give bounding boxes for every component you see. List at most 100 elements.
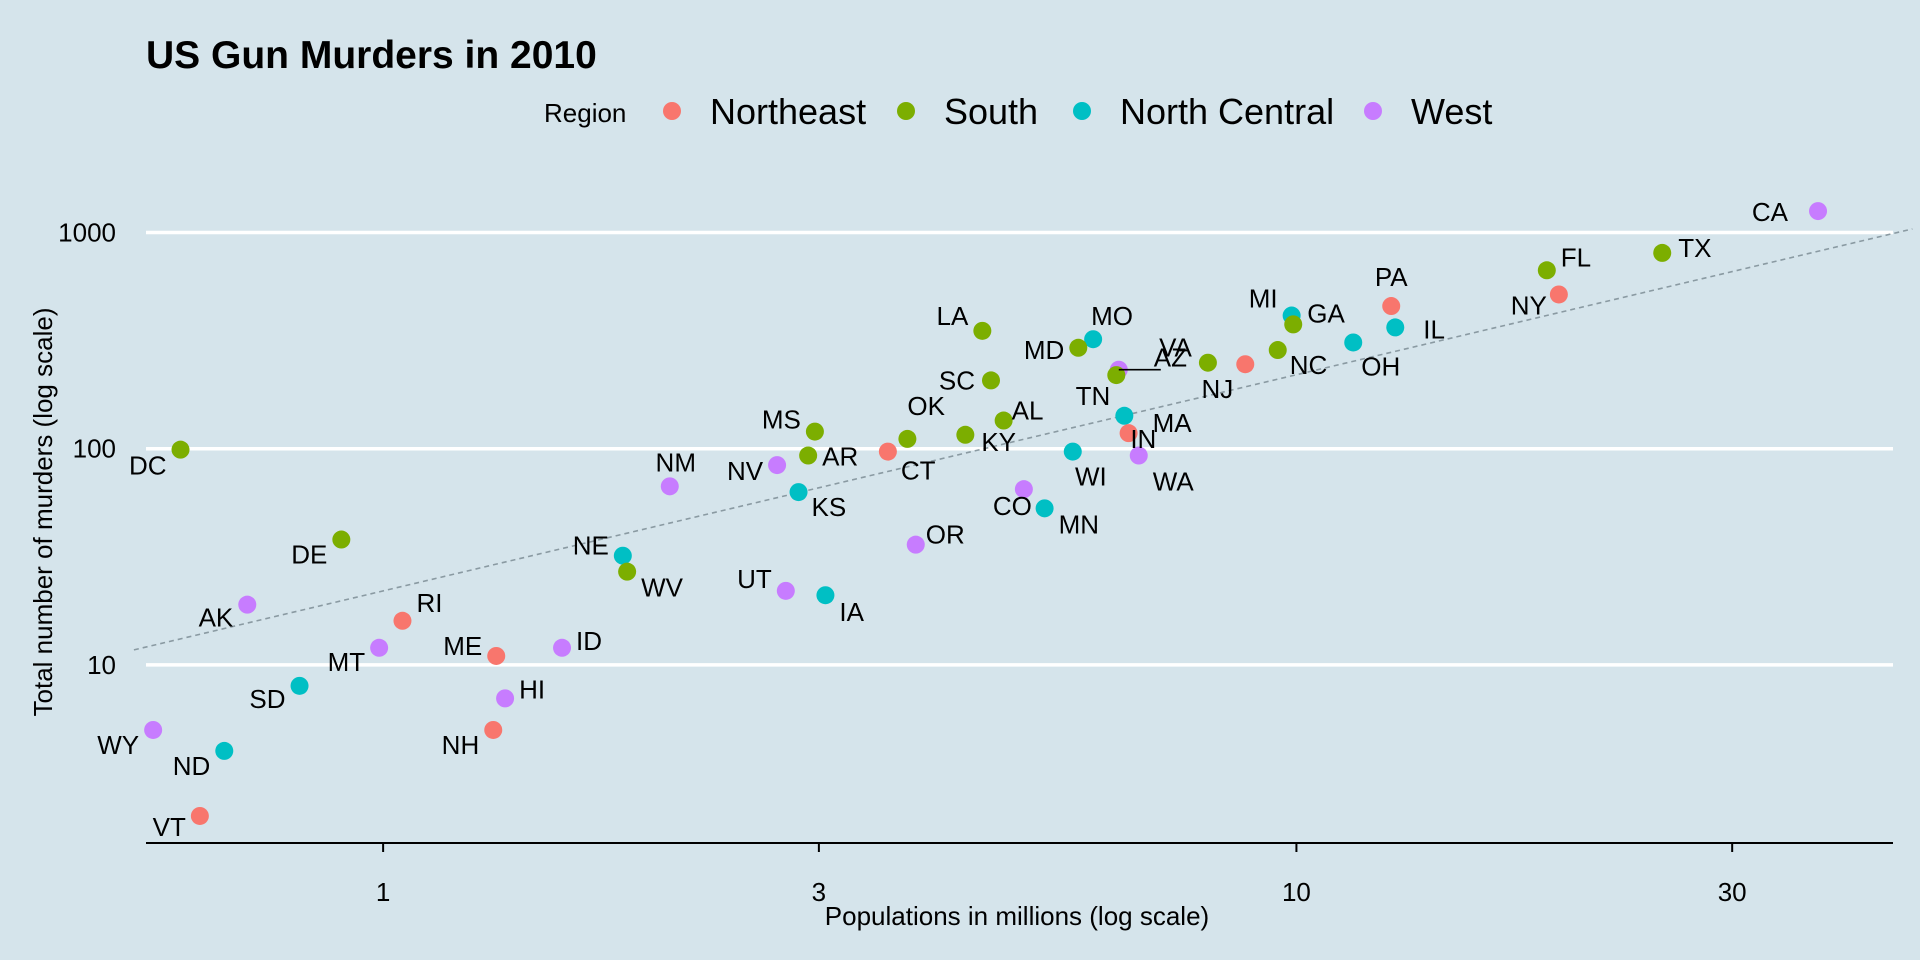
data-point-fl: [1537, 261, 1556, 280]
point-label-al: AL: [1012, 396, 1044, 426]
point-label-ar: AR: [822, 442, 858, 472]
data-point-tn: [1107, 366, 1126, 385]
point-label-nh: NH: [442, 730, 480, 760]
point-label-ga: GA: [1307, 298, 1345, 328]
y-tick-label: 10: [87, 650, 116, 680]
point-label-fl: FL: [1561, 242, 1591, 272]
data-point-tx: [1653, 243, 1672, 262]
point-label-ne: NE: [573, 531, 609, 561]
reference-line: [133, 228, 1913, 651]
data-point-wi: [1063, 442, 1082, 461]
point-label-tx: TX: [1678, 233, 1711, 263]
point-label-nd: ND: [173, 751, 211, 781]
point-label-wi: WI: [1075, 462, 1107, 492]
data-point-ia: [816, 586, 835, 605]
point-label-ks: KS: [812, 492, 847, 522]
y-axis-title: Total number of murders (log scale): [28, 308, 58, 717]
point-label-ok: OK: [907, 391, 945, 421]
x-tick-label: 1: [376, 877, 390, 907]
legend-title: Region: [544, 98, 626, 128]
point-label-ri: RI: [416, 588, 442, 618]
point-label-ak: AK: [199, 603, 234, 633]
data-point-nv: [768, 456, 787, 475]
data-point-al: [994, 411, 1013, 430]
data-point-de: [332, 530, 351, 549]
data-point-il: [1386, 318, 1405, 337]
data-point-md: [1069, 338, 1088, 357]
legend-key: [663, 102, 681, 120]
point-label-ms: MS: [762, 405, 801, 435]
gridlines: 10 100 1000: [58, 218, 1893, 680]
point-label-mo: MO: [1091, 301, 1133, 331]
x-tick-label: 30: [1718, 877, 1747, 907]
data-point-nj: [1236, 355, 1255, 374]
data-point-sc: [981, 371, 1000, 390]
point-label-vt: VT: [153, 812, 186, 842]
point-label-az: AZ: [1154, 343, 1187, 373]
point-label-wy: WY: [97, 730, 139, 760]
point-label-ct: CT: [901, 456, 936, 486]
data-point-ok: [898, 429, 917, 448]
point-label-ma: MA: [1153, 408, 1193, 438]
data-point-ri: [393, 611, 412, 630]
legend: Region Northeast South North Central West: [544, 91, 1492, 132]
point-label-sc: SC: [939, 365, 975, 395]
legend-label: West: [1411, 91, 1492, 132]
data-point-mn: [1035, 499, 1054, 518]
data-point-sd: [290, 676, 309, 695]
point-label-co: CO: [993, 491, 1032, 521]
data-point-ks: [789, 483, 808, 502]
point-label-in: IN: [1130, 424, 1156, 454]
data-point-ak: [238, 595, 257, 614]
point-label-id: ID: [576, 626, 602, 656]
point-label-or: OR: [926, 520, 965, 550]
point-label-nm: NM: [656, 447, 696, 477]
data-point-ny: [1549, 285, 1568, 304]
data-point-pa: [1382, 297, 1401, 316]
data-point-or: [906, 535, 925, 554]
data-point-mo: [1084, 330, 1103, 349]
data-point-la: [973, 321, 992, 340]
legend-key: [1364, 102, 1382, 120]
x-tick-label: 3: [812, 877, 826, 907]
data-point-vt: [190, 806, 209, 825]
point-label-il: IL: [1423, 314, 1445, 344]
data-point-ut: [776, 581, 795, 600]
data-point-hi: [496, 689, 515, 708]
data-point-dc: [171, 440, 190, 459]
axes: 1 3 10 30: [146, 842, 1893, 907]
data-point-id: [553, 638, 572, 657]
point-label-oh: OH: [1361, 351, 1400, 381]
data-point-ky: [956, 425, 975, 444]
point-label-sd: SD: [249, 684, 285, 714]
point-label-mt: MT: [328, 647, 366, 677]
legend-key: [1073, 102, 1091, 120]
point-label-ky: KY: [981, 427, 1016, 457]
legend-key: [897, 102, 915, 120]
data-point-ma: [1119, 424, 1138, 443]
point-label-hi: HI: [519, 674, 545, 704]
data-point-nc: [1268, 341, 1287, 360]
legend-label: Northeast: [710, 91, 866, 132]
data-point-wv: [618, 562, 637, 581]
data-point-ca: [1809, 202, 1828, 221]
point-label-wa: WA: [1153, 467, 1195, 497]
point-label-la: LA: [937, 301, 969, 331]
point-label-nv: NV: [727, 456, 764, 486]
data-point-va: [1198, 353, 1217, 372]
data-point-ct: [878, 442, 897, 461]
data-point-oh: [1344, 333, 1363, 352]
x-axis-title: Populations in millions (log scale): [825, 901, 1209, 931]
reference-line-path: [133, 228, 1913, 651]
point-label-mn: MN: [1059, 509, 1099, 539]
point-label-ut: UT: [737, 564, 772, 594]
data-point-ms: [805, 422, 824, 441]
point-label-md: MD: [1024, 335, 1064, 365]
point-label-dc: DC: [129, 451, 167, 481]
data-point-ar: [799, 446, 818, 465]
x-tick-label: 10: [1282, 877, 1311, 907]
point-label-mi: MI: [1249, 284, 1278, 314]
